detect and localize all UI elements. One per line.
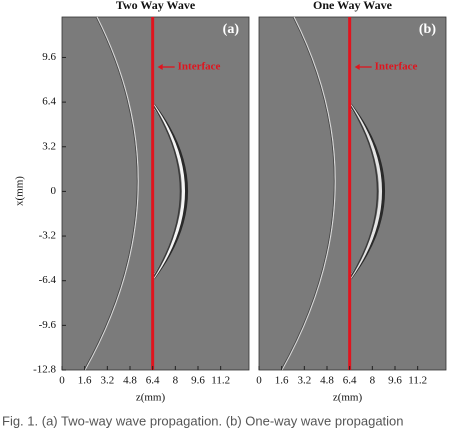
wavefront-thin-shadow xyxy=(83,16,138,371)
y-axis-label: x(mm) xyxy=(14,176,26,206)
annotation-arrowhead xyxy=(157,64,163,70)
y-tick-label: -12.8 xyxy=(33,364,56,376)
annotation: Interface xyxy=(178,61,221,73)
x-tick-label: 11.2 xyxy=(211,375,230,387)
annotation: Interface xyxy=(375,61,418,73)
annotation-arrowhead xyxy=(354,64,360,70)
x-tick-label: 8 xyxy=(173,375,179,387)
y-tick-label: -6.4 xyxy=(39,274,57,286)
x-tick-label: 1.6 xyxy=(275,375,289,387)
y-tick-label: -3.2 xyxy=(39,230,56,242)
y-tick-label: -9.6 xyxy=(39,319,57,331)
y-tick-label: 6.4 xyxy=(42,96,56,108)
x-tick-label: 11.2 xyxy=(408,375,427,387)
wavefront-thin-shadow xyxy=(280,16,335,371)
x-tick-label: 4.8 xyxy=(123,375,137,387)
x-tick-label: 0 xyxy=(256,375,262,387)
panel-label: (b) xyxy=(419,22,436,37)
caption: Fig. 1. (a) Two-way wave propagation. (b… xyxy=(2,413,404,428)
x-tick-label: 6.4 xyxy=(146,375,160,387)
x-tick-label: 4.8 xyxy=(320,375,334,387)
wavefront-dark xyxy=(349,104,379,279)
wavefront-dark xyxy=(152,104,182,279)
x-axis-label: z(mm) xyxy=(136,392,166,404)
y-tick-label: 9.6 xyxy=(42,51,56,63)
x-tick-label: 9.6 xyxy=(388,375,402,387)
x-tick-label: 1.6 xyxy=(78,375,92,387)
x-tick-label: 3.2 xyxy=(297,375,311,387)
y-tick-label: 3.2 xyxy=(42,140,56,152)
x-tick-label: 0 xyxy=(59,375,65,387)
wavefront-thin xyxy=(281,16,336,371)
x-tick-label: 8 xyxy=(370,375,376,387)
panel-label: (a) xyxy=(223,22,240,37)
panel-title: Two Way Wave xyxy=(116,0,196,12)
panel-image xyxy=(61,16,250,371)
x-tick-label: 3.2 xyxy=(100,375,114,387)
panel-image xyxy=(258,16,447,371)
x-tick-label: 6.4 xyxy=(343,375,357,387)
panel-title: One Way Wave xyxy=(313,0,393,12)
wavefront-bright xyxy=(348,104,382,279)
y-tick-label: 0 xyxy=(51,185,57,197)
x-axis-label: z(mm) xyxy=(333,392,363,404)
wavefront-thin xyxy=(84,16,139,371)
wavefront-bright xyxy=(151,104,185,279)
x-tick-label: 9.6 xyxy=(191,375,205,387)
